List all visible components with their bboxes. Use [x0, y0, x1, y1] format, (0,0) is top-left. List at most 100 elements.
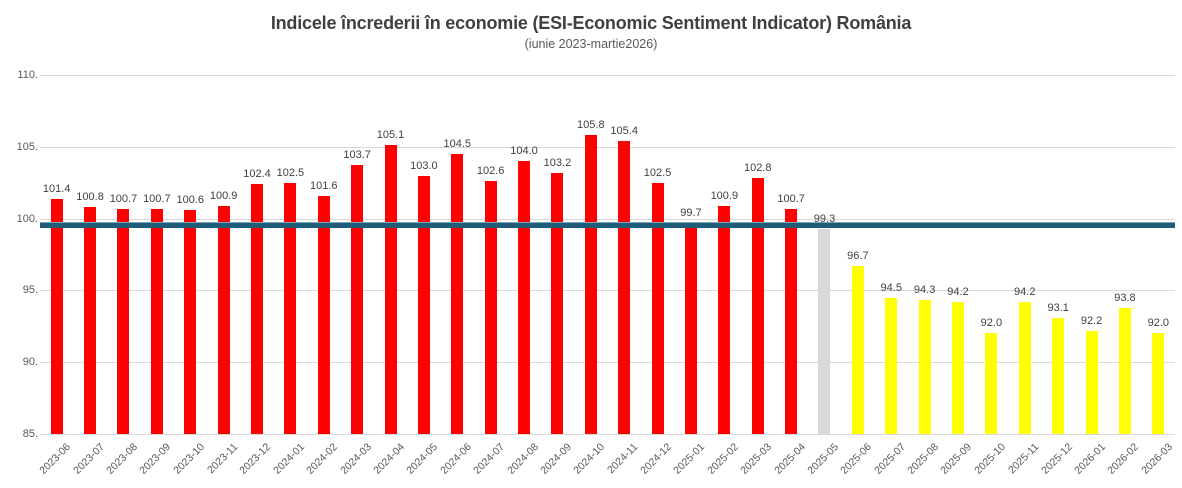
x-tick-label-2024-10: 2024-10	[571, 441, 608, 477]
y-tick-label: 90.	[22, 356, 38, 369]
x-tick-label-2023-06: 2023-06	[37, 441, 74, 477]
bar-2025-08	[918, 300, 931, 434]
bar-value-label-2023-09: 100.7	[143, 192, 171, 205]
bar-value-label-2025-04: 100.7	[777, 192, 805, 205]
x-tick-label-2024-09: 2024-09	[538, 441, 574, 477]
bar-value-label-2025-08: 94.3	[913, 284, 936, 297]
bar-2024-03	[351, 165, 364, 434]
bar-value-label-2023-10: 100.6	[176, 193, 204, 206]
bar-value-label-2026-01: 92.2	[1080, 314, 1103, 327]
x-tick-label-2025-02: 2025-02	[705, 441, 741, 477]
bar-2025-01	[684, 222, 697, 434]
bar-2023-06	[50, 198, 63, 434]
gridline-95	[40, 290, 1175, 292]
x-tick-label-2024-05: 2024-05	[404, 441, 441, 477]
x-tick-label-2023-07: 2023-07	[70, 441, 107, 477]
bar-2023-07	[84, 207, 97, 434]
bar-value-label-2025-07: 94.5	[880, 281, 902, 294]
x-tick-label-2025-05: 2025-05	[805, 441, 841, 477]
x-tick-label-2025-12: 2025-12	[1038, 441, 1075, 477]
bar-value-label-2026-02: 93.8	[1114, 291, 1136, 304]
plot-area: 110. 105. 100. 95. 90. 85. 101.4 2023-06 100.8 20…	[17, 69, 1175, 477]
bar-value-label-2024-04: 105.1	[376, 129, 405, 142]
bar-value-label-2023-07: 100.8	[76, 191, 104, 204]
bar-value-label-2025-03: 102.8	[743, 162, 772, 175]
bar-value-label-2026-03: 92.0	[1147, 317, 1170, 330]
chart-title: Indicele încrederii în economie (ESI-Eco…	[270, 13, 912, 33]
bar-2023-09	[150, 208, 163, 434]
bar-2026-01	[1085, 330, 1098, 434]
bar-value-label-2024-10: 105.8	[577, 119, 605, 132]
bar-2024-12	[651, 182, 664, 434]
bar-2025-03	[751, 178, 764, 434]
gridline-90	[40, 362, 1175, 364]
bar-2024-08	[518, 161, 531, 434]
bar-value-label-2025-10: 92.0	[980, 317, 1003, 330]
bar-2023-12	[250, 184, 263, 434]
bar-2025-06	[851, 266, 864, 434]
x-tick-label-2024-03: 2024-03	[337, 441, 374, 477]
bar-value-label-2023-08: 100.7	[109, 192, 138, 205]
bar-value-label-2025-01: 99.7	[680, 206, 702, 219]
bar-2025-12	[1052, 317, 1065, 434]
x-tick-label-2025-03: 2025-03	[738, 441, 775, 477]
x-tick-label-2023-11: 2023-11	[204, 441, 241, 477]
x-tick-label-2024-01: 2024-01	[271, 441, 307, 477]
reference-line	[40, 221, 1175, 228]
bar-value-label-2024-09: 103.2	[543, 156, 572, 169]
bar-value-label-2024-06: 104.5	[443, 137, 472, 150]
bar-value-label-2025-12: 93.1	[1047, 301, 1069, 314]
bar-2024-01	[284, 182, 297, 434]
bar-2025-05	[818, 228, 831, 434]
bar-2024-07	[484, 181, 497, 434]
bar-value-label-2025-11: 94.2	[1014, 285, 1036, 298]
bar-value-label-2024-05: 103.0	[410, 159, 438, 172]
bar-2024-04	[384, 145, 397, 434]
bar-value-label-2025-09: 94.2	[947, 285, 969, 298]
x-tick-label-2024-11: 2024-11	[605, 441, 641, 477]
bar-2024-09	[551, 172, 564, 434]
y-tick-label: 85.	[22, 428, 38, 440]
gridline-85	[40, 434, 1175, 435]
bar-value-label-2023-12: 102.4	[243, 168, 271, 181]
bar-2024-10	[584, 135, 597, 434]
bar-value-label-2025-05: 99.3	[813, 212, 836, 225]
bar-2025-02	[718, 205, 731, 434]
x-tick-label-2025-01: 2025-01	[671, 441, 708, 477]
bar-value-label-2023-06: 101.4	[42, 182, 71, 195]
bar-value-label-2024-01: 102.5	[276, 166, 305, 179]
bar-value-label-2024-12: 102.5	[643, 166, 672, 179]
bar-value-label-2025-06: 96.7	[847, 250, 869, 262]
x-tick-label-2025-04: 2025-04	[771, 441, 808, 477]
x-tick-label-2023-10: 2023-10	[170, 441, 207, 477]
y-tick-label: 110.	[17, 69, 38, 81]
x-tick-label-2025-06: 2025-06	[838, 441, 875, 477]
gridline-110	[40, 75, 1175, 76]
x-tick-label-2026-02: 2026-02	[1105, 441, 1142, 477]
bar-value-label-2024-11: 105.4	[610, 125, 638, 138]
y-tick-label: 95.	[22, 284, 38, 297]
bar-value-label-2024-02: 101.6	[309, 179, 338, 192]
bar-2025-07	[885, 297, 898, 434]
x-tick-label-2026-03: 2026-03	[1139, 441, 1175, 477]
x-tick-label-2023-12: 2023-12	[237, 441, 274, 477]
bar-value-label-2023-11: 100.9	[209, 189, 238, 202]
bar-value-label-2024-03: 103.7	[343, 149, 371, 162]
x-tick-label-2025-10: 2025-10	[972, 441, 1008, 477]
x-tick-label-2024-08: 2024-08	[504, 441, 541, 477]
x-tick-label-2026-01: 2026-01	[1072, 441, 1109, 477]
x-tick-label-2024-02: 2024-02	[304, 441, 341, 477]
bar-2025-09	[952, 301, 964, 434]
gridline-100	[40, 218, 1175, 220]
bar-value-label-2025-02: 100.9	[710, 189, 739, 202]
x-tick-label-2025-07: 2025-07	[871, 441, 908, 477]
bar-2024-06	[451, 153, 464, 434]
x-tick-label-2025-08: 2025-08	[905, 441, 942, 477]
bar-2024-02	[317, 195, 330, 434]
bar-2024-05	[417, 175, 430, 434]
x-tick-label-2024-07: 2024-07	[471, 441, 508, 477]
bar-2025-10	[985, 333, 998, 434]
bar-value-label-2024-07: 102.6	[476, 165, 505, 178]
chart-subtitle: (iunie 2023-martie2026)	[524, 37, 658, 51]
bar-value-label-2024-08: 104.0	[510, 145, 538, 158]
